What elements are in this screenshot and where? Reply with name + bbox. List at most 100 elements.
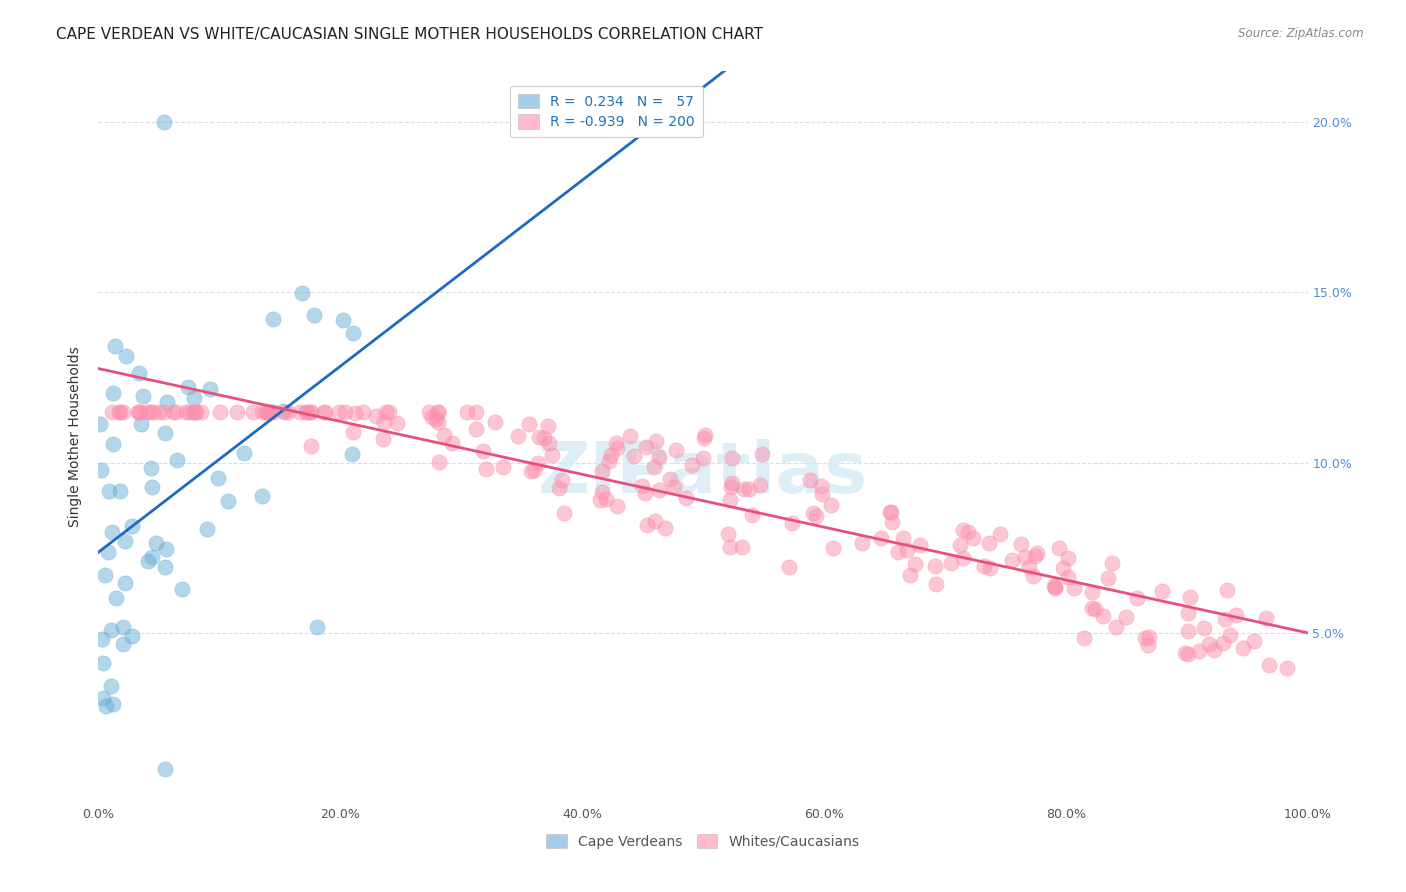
Point	[340, 447, 363, 461]
Point	[440, 436, 463, 450]
Point	[979, 561, 1001, 575]
Point	[208, 404, 231, 418]
Point	[527, 430, 550, 444]
Point	[98, 483, 121, 498]
Point	[165, 404, 187, 418]
Point	[1021, 568, 1043, 582]
Point	[741, 508, 763, 522]
Point	[114, 349, 136, 363]
Point	[471, 444, 494, 458]
Point	[665, 442, 688, 457]
Point	[1177, 624, 1199, 638]
Point	[100, 679, 122, 693]
Point	[1198, 637, 1220, 651]
Point	[1192, 620, 1215, 634]
Point	[257, 404, 280, 418]
Point	[127, 404, 149, 418]
Point	[114, 533, 136, 548]
Point	[1026, 546, 1049, 560]
Point	[342, 425, 364, 439]
Point	[250, 490, 273, 504]
Point	[153, 559, 176, 574]
Point	[385, 416, 408, 430]
Point	[112, 637, 135, 651]
Point	[110, 404, 132, 418]
Point	[112, 620, 135, 634]
Point	[1212, 636, 1234, 650]
Point	[1178, 590, 1201, 604]
Point	[733, 482, 755, 496]
Point	[328, 404, 350, 418]
Point	[908, 538, 931, 552]
Point	[166, 453, 188, 467]
Point	[891, 532, 914, 546]
Point	[465, 404, 488, 418]
Point	[517, 417, 540, 432]
Point	[290, 404, 312, 418]
Point	[731, 540, 754, 554]
Point	[939, 556, 962, 570]
Point	[634, 485, 657, 500]
Point	[1018, 560, 1040, 574]
Point	[294, 404, 316, 418]
Point	[426, 404, 449, 418]
Point	[112, 404, 135, 418]
Point	[887, 545, 910, 559]
Point	[492, 460, 515, 475]
Text: ZIPatlas: ZIPatlas	[538, 439, 868, 508]
Point	[364, 409, 387, 424]
Point	[104, 591, 127, 605]
Point	[1073, 631, 1095, 645]
Point	[810, 479, 832, 493]
Point	[129, 417, 152, 432]
Point	[103, 437, 125, 451]
Point	[152, 404, 174, 418]
Point	[181, 404, 204, 418]
Point	[343, 406, 366, 420]
Point	[778, 560, 800, 574]
Point	[962, 531, 984, 545]
Point	[342, 326, 364, 341]
Point	[1047, 541, 1070, 556]
Point	[128, 366, 150, 380]
Point	[145, 536, 167, 550]
Point	[1137, 638, 1160, 652]
Point	[553, 506, 575, 520]
Point	[1014, 549, 1036, 564]
Point	[259, 404, 281, 418]
Point	[879, 505, 901, 519]
Point	[254, 404, 277, 418]
Point	[373, 432, 395, 446]
Point	[183, 391, 205, 405]
Point	[100, 624, 122, 638]
Point	[155, 542, 177, 557]
Point	[425, 412, 447, 426]
Point	[352, 404, 374, 418]
Point	[139, 461, 162, 475]
Point	[506, 429, 529, 443]
Point	[533, 431, 555, 445]
Point	[780, 516, 803, 531]
Point	[299, 439, 322, 453]
Point	[820, 498, 842, 512]
Point	[233, 446, 256, 460]
Point	[101, 404, 124, 418]
Point	[273, 404, 295, 418]
Point	[523, 463, 546, 477]
Point	[956, 525, 979, 540]
Point	[595, 491, 617, 506]
Point	[141, 549, 163, 564]
Point	[949, 538, 972, 552]
Point	[643, 459, 665, 474]
Point	[1225, 608, 1247, 623]
Point	[1101, 556, 1123, 570]
Point	[605, 435, 627, 450]
Point	[619, 429, 641, 443]
Point	[675, 491, 697, 505]
Point	[801, 506, 824, 520]
Point	[142, 404, 165, 418]
Point	[1254, 611, 1277, 625]
Point	[302, 309, 325, 323]
Point	[427, 415, 450, 429]
Point	[1043, 580, 1066, 594]
